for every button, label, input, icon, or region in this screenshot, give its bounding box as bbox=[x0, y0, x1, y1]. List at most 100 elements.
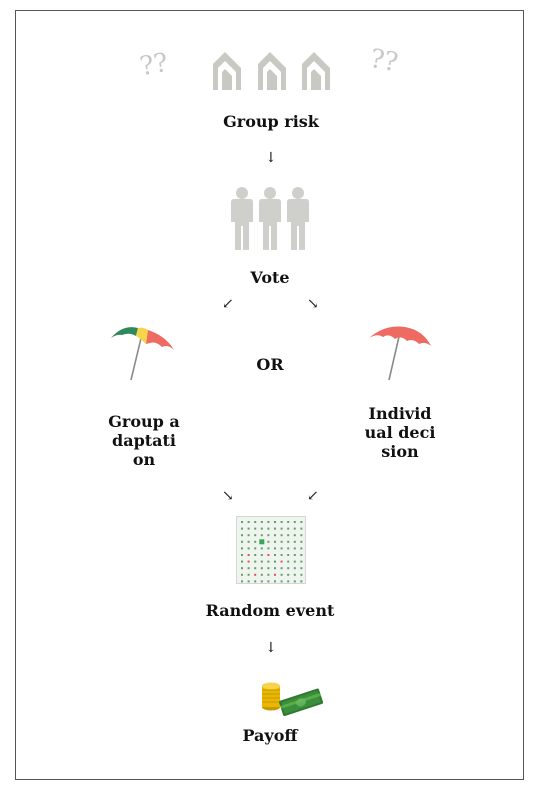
grid-cell bbox=[274, 527, 276, 530]
arrow-down-2: ↓ bbox=[265, 640, 277, 656]
grid-cell bbox=[260, 560, 263, 563]
grid-cell bbox=[254, 527, 257, 530]
grid-cell bbox=[300, 521, 303, 523]
grid-cell bbox=[254, 560, 257, 563]
grid-cell bbox=[300, 540, 303, 543]
grid-cell bbox=[287, 540, 290, 543]
grid-cell bbox=[280, 534, 283, 537]
grid-cell bbox=[293, 560, 296, 563]
grid-cell bbox=[300, 560, 303, 563]
grid-cell bbox=[254, 567, 257, 570]
grid-cell bbox=[293, 527, 296, 530]
grid-cell bbox=[267, 560, 270, 563]
grid-cell bbox=[293, 580, 296, 583]
grid-cell bbox=[254, 573, 257, 576]
question-marks-right-icon: ?? bbox=[367, 43, 401, 79]
grid-cell bbox=[247, 554, 250, 556]
grid-cell bbox=[254, 540, 257, 543]
grid-cell bbox=[274, 567, 276, 570]
grid-cell bbox=[293, 534, 296, 537]
vote-label: Vote bbox=[250, 268, 290, 287]
grid-cell bbox=[293, 554, 296, 556]
grid-cell bbox=[254, 521, 257, 523]
grid-cell bbox=[241, 527, 243, 530]
grid-cell bbox=[280, 567, 283, 570]
grid-cell bbox=[267, 547, 270, 550]
group-risk-label: Group risk bbox=[223, 112, 319, 131]
house-icon bbox=[299, 50, 333, 90]
grid-cell bbox=[241, 547, 243, 550]
question-marks-left-icon: ?? bbox=[137, 47, 171, 83]
grid-highlight-cell bbox=[259, 539, 265, 545]
grid-cell bbox=[267, 567, 270, 570]
grid-cell bbox=[260, 521, 263, 523]
grid-cell bbox=[267, 540, 270, 543]
grid-cell bbox=[280, 573, 283, 576]
grid-cell bbox=[293, 521, 296, 523]
grid-cell bbox=[260, 580, 263, 583]
arrow-down-1: ↓ bbox=[265, 150, 277, 166]
payoff-label: Payoff bbox=[242, 726, 298, 745]
grid-cell bbox=[280, 554, 283, 556]
house-icon bbox=[210, 50, 244, 90]
grid-cell bbox=[241, 554, 243, 556]
grid-cell bbox=[241, 567, 243, 570]
arrow-down-left-2: ↙ bbox=[307, 488, 319, 504]
grid-cell bbox=[247, 560, 250, 563]
grid-cell bbox=[280, 547, 283, 550]
grid-cell bbox=[274, 560, 276, 563]
grid-cell bbox=[300, 567, 303, 570]
grid-cell bbox=[274, 547, 276, 550]
grid-cell bbox=[247, 534, 250, 537]
grid-cell bbox=[241, 580, 243, 583]
grid-cell bbox=[293, 567, 296, 570]
grid-cell bbox=[267, 573, 270, 576]
grid-cell bbox=[241, 573, 243, 576]
grid-cell bbox=[247, 527, 250, 530]
grid-cell bbox=[254, 547, 257, 550]
grid-cell bbox=[247, 573, 250, 576]
grid-cell bbox=[254, 580, 257, 583]
grid-cell bbox=[247, 540, 250, 543]
grid-cell bbox=[241, 560, 243, 563]
group-of-people-icon bbox=[228, 186, 314, 250]
grid-cell bbox=[247, 567, 250, 570]
grid-cell bbox=[280, 527, 283, 530]
grid-cell bbox=[274, 534, 276, 537]
grid-cell bbox=[274, 573, 276, 576]
grid-cell bbox=[247, 580, 250, 583]
grid-cell bbox=[274, 521, 276, 523]
grid-cell bbox=[267, 527, 270, 530]
grid-cell bbox=[287, 567, 290, 570]
grid-cell bbox=[274, 540, 276, 543]
grid-cell bbox=[267, 534, 270, 537]
or-label: OR bbox=[256, 355, 284, 374]
diagram-frame bbox=[15, 10, 524, 780]
grid-cell bbox=[287, 534, 290, 537]
grid-cell bbox=[293, 547, 296, 550]
grid-cell bbox=[280, 540, 283, 543]
grid-cell bbox=[247, 521, 250, 523]
arrow-down-right-2: ↘ bbox=[222, 488, 234, 504]
grid-cell bbox=[267, 521, 270, 523]
grid-cell bbox=[287, 560, 290, 563]
grid-cell bbox=[260, 567, 263, 570]
grid-cell bbox=[293, 540, 296, 543]
grid-cell bbox=[254, 554, 257, 556]
grid-cell bbox=[254, 534, 257, 537]
arrow-down-right-1: ↘ bbox=[307, 296, 319, 312]
grid-cell bbox=[300, 527, 303, 530]
group-adaptation-label: Group adaptation bbox=[108, 412, 180, 469]
grid-cell bbox=[300, 554, 303, 556]
grid-cell bbox=[241, 521, 243, 523]
grid-cell bbox=[287, 580, 290, 583]
coins-and-cash-icon bbox=[258, 676, 326, 716]
grid-cell bbox=[247, 547, 250, 550]
grid-cell bbox=[260, 534, 263, 537]
grid-cell bbox=[274, 554, 276, 556]
grid-cell bbox=[287, 521, 290, 523]
grid-cell bbox=[260, 554, 263, 556]
individual-umbrella-icon bbox=[365, 322, 435, 384]
house-icon bbox=[255, 50, 289, 90]
grid-cell bbox=[300, 580, 303, 583]
